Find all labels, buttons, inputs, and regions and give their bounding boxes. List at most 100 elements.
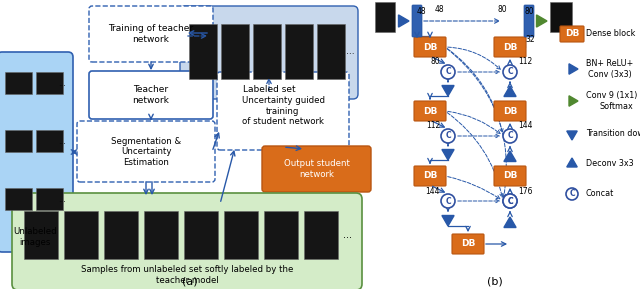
Text: 112: 112 — [518, 58, 532, 66]
Circle shape — [503, 194, 517, 208]
Text: C: C — [507, 197, 513, 205]
Text: Conv 9 (1x1) +
Softmax: Conv 9 (1x1) + Softmax — [586, 91, 640, 111]
Text: Deconv 3x3: Deconv 3x3 — [586, 160, 634, 168]
Bar — [224, 211, 258, 259]
Bar — [184, 211, 218, 259]
Text: 80: 80 — [497, 5, 507, 14]
Text: 176: 176 — [518, 186, 532, 195]
FancyBboxPatch shape — [414, 101, 446, 121]
Text: Teacher
network: Teacher network — [132, 85, 170, 105]
Text: C: C — [445, 131, 451, 140]
Circle shape — [441, 65, 455, 79]
Bar — [36, 188, 63, 210]
Text: ...: ... — [58, 194, 66, 203]
Text: 112: 112 — [426, 121, 440, 131]
Text: DB: DB — [423, 107, 437, 116]
Text: ...: ... — [58, 136, 66, 145]
FancyBboxPatch shape — [494, 101, 526, 121]
Text: DB: DB — [503, 171, 517, 181]
Text: BN+ ReLU+
Conv (3x3): BN+ ReLU+ Conv (3x3) — [586, 59, 633, 79]
FancyBboxPatch shape — [89, 6, 213, 62]
Text: DB: DB — [503, 107, 517, 116]
FancyBboxPatch shape — [524, 5, 534, 37]
Bar — [36, 72, 63, 94]
Bar — [221, 24, 249, 79]
Polygon shape — [504, 86, 516, 97]
FancyBboxPatch shape — [452, 234, 484, 254]
Text: Output student
network: Output student network — [284, 159, 350, 179]
Text: C: C — [507, 68, 513, 77]
Bar — [104, 211, 138, 259]
Circle shape — [503, 65, 517, 79]
FancyBboxPatch shape — [180, 6, 358, 99]
Text: DB: DB — [461, 240, 475, 249]
Polygon shape — [442, 86, 454, 96]
Text: Uncertainty guided
training
of student network: Uncertainty guided training of student n… — [241, 96, 324, 126]
Circle shape — [503, 129, 517, 143]
Text: Dense block: Dense block — [586, 29, 636, 38]
Text: 48: 48 — [435, 5, 445, 14]
Bar — [550, 2, 572, 32]
Bar — [144, 211, 178, 259]
Text: (b): (b) — [487, 276, 503, 286]
Text: Unlabeled
images: Unlabeled images — [13, 227, 57, 247]
Text: DB: DB — [423, 171, 437, 181]
Text: Training of teacher
network: Training of teacher network — [108, 24, 193, 44]
Text: 80: 80 — [524, 6, 534, 16]
Text: (a): (a) — [182, 276, 198, 286]
Text: ...: ... — [58, 79, 66, 88]
Bar — [375, 2, 395, 32]
Text: Labeled set: Labeled set — [243, 84, 295, 94]
Text: 80: 80 — [430, 58, 440, 66]
Bar — [264, 211, 298, 259]
Polygon shape — [569, 64, 578, 74]
Text: DB: DB — [503, 42, 517, 51]
Text: 48: 48 — [416, 6, 426, 16]
Text: Transition down: Transition down — [586, 129, 640, 138]
Text: DB: DB — [565, 29, 579, 38]
Bar — [285, 24, 313, 79]
Bar — [64, 211, 98, 259]
Polygon shape — [504, 151, 516, 162]
Text: Segmentation &
Uncertainty
Estimation: Segmentation & Uncertainty Estimation — [111, 137, 181, 167]
Polygon shape — [442, 216, 454, 226]
Text: Concat: Concat — [586, 190, 614, 199]
FancyBboxPatch shape — [414, 166, 446, 186]
Bar — [5, 188, 32, 210]
Polygon shape — [442, 149, 454, 160]
Text: C: C — [445, 197, 451, 205]
Text: Samples from unlabeled set softly labeled by the
teacher model: Samples from unlabeled set softly labele… — [81, 265, 293, 285]
Bar — [36, 130, 63, 152]
Bar — [24, 211, 58, 259]
FancyBboxPatch shape — [560, 26, 584, 42]
Text: 144: 144 — [518, 121, 532, 131]
Circle shape — [441, 194, 455, 208]
Bar — [5, 130, 32, 152]
FancyBboxPatch shape — [77, 121, 215, 182]
FancyBboxPatch shape — [494, 166, 526, 186]
Text: C: C — [507, 197, 513, 205]
Bar — [317, 24, 345, 79]
Circle shape — [441, 129, 455, 143]
Text: C: C — [507, 131, 513, 140]
Polygon shape — [536, 15, 547, 27]
Polygon shape — [399, 15, 409, 27]
FancyBboxPatch shape — [217, 72, 349, 150]
FancyBboxPatch shape — [89, 71, 213, 119]
Bar — [5, 72, 32, 94]
Text: 32: 32 — [525, 34, 534, 44]
Circle shape — [566, 188, 578, 200]
Polygon shape — [567, 158, 577, 167]
Bar — [253, 24, 281, 79]
Text: ...: ... — [346, 47, 355, 57]
FancyBboxPatch shape — [262, 146, 371, 192]
FancyBboxPatch shape — [12, 193, 362, 289]
Bar — [189, 24, 217, 79]
Circle shape — [503, 194, 517, 208]
Text: C: C — [445, 68, 451, 77]
Polygon shape — [504, 217, 516, 227]
Text: 144: 144 — [426, 186, 440, 195]
Polygon shape — [569, 96, 578, 106]
Text: ...: ... — [344, 230, 353, 240]
FancyBboxPatch shape — [412, 5, 422, 37]
